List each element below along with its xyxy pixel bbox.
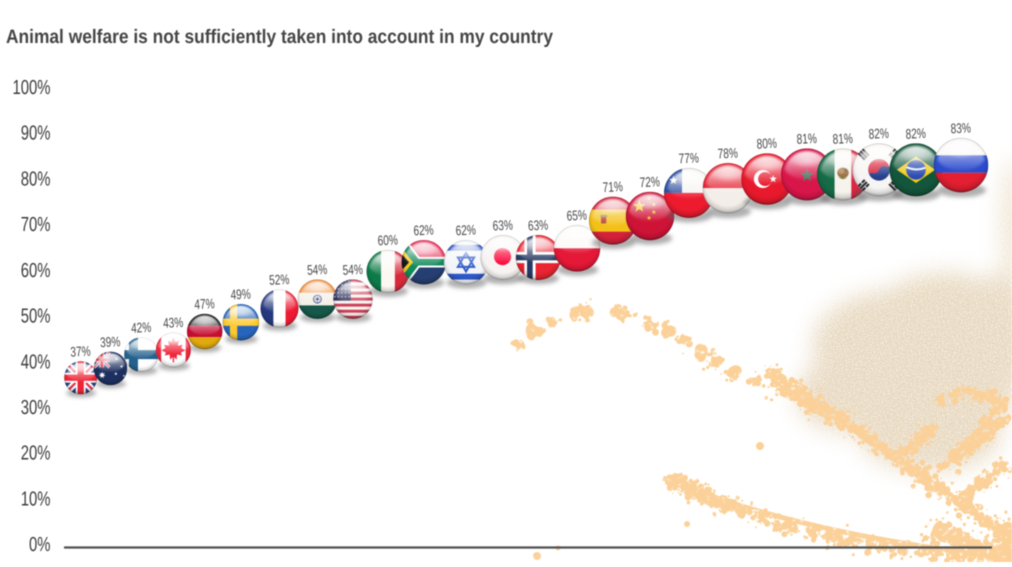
svg-text:72%: 72% [639,173,660,190]
svg-text:63%: 63% [492,216,513,233]
svg-text:80%: 80% [21,168,51,190]
svg-text:20%: 20% [21,443,51,465]
svg-text:90%: 90% [21,123,51,145]
svg-text:62%: 62% [413,221,434,238]
svg-text:47%: 47% [194,295,215,312]
svg-text:80%: 80% [756,135,777,152]
svg-text:30%: 30% [21,397,51,419]
svg-text:52%: 52% [269,271,290,288]
svg-text:81%: 81% [832,130,853,147]
svg-text:60%: 60% [21,260,51,282]
svg-text:60%: 60% [377,231,398,248]
svg-text:65%: 65% [566,207,587,224]
svg-text:81%: 81% [796,130,817,147]
svg-text:40%: 40% [21,351,51,373]
svg-text:Animal welfare is not sufficie: Animal welfare is not sufficiently taken… [6,26,553,48]
svg-text:50%: 50% [21,306,51,328]
svg-text:10%: 10% [21,488,51,510]
svg-text:37%: 37% [70,343,91,360]
svg-text:83%: 83% [950,119,971,136]
svg-text:49%: 49% [230,285,251,302]
svg-text:54%: 54% [342,261,363,278]
svg-text:71%: 71% [602,178,623,195]
svg-text:82%: 82% [868,125,889,142]
svg-text:78%: 78% [717,144,738,161]
svg-text:0%: 0% [29,534,50,556]
svg-text:39%: 39% [100,333,121,350]
svg-text:43%: 43% [163,314,184,331]
svg-text:70%: 70% [21,214,51,236]
svg-text:77%: 77% [678,149,699,166]
svg-text:63%: 63% [528,216,549,233]
svg-text:82%: 82% [905,125,926,142]
svg-text:100%: 100% [13,77,51,99]
svg-text:62%: 62% [455,221,476,238]
svg-text:54%: 54% [307,261,328,278]
svg-text:42%: 42% [131,319,152,336]
